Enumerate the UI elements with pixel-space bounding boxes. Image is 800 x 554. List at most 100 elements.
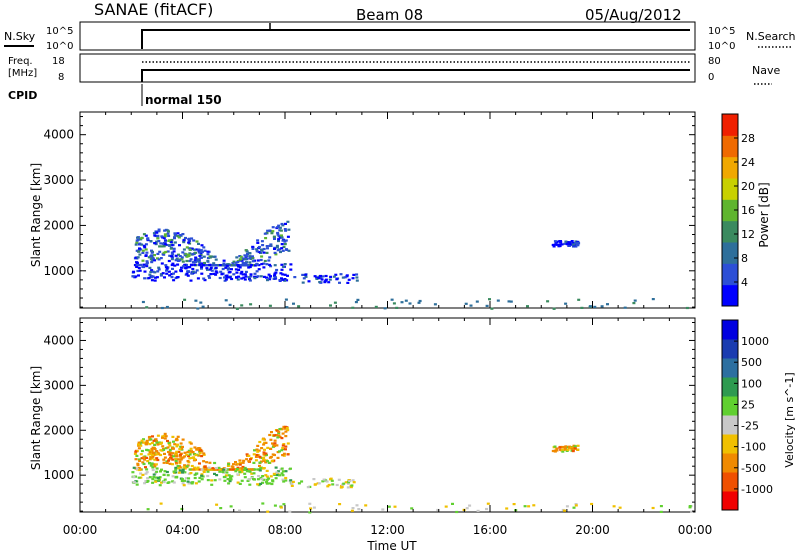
echo-cell [356, 298, 360, 301]
colorbar-tick-label: -1000 [741, 483, 773, 496]
echo-cell [488, 298, 491, 301]
echo-cell [564, 302, 568, 305]
echo-cell [196, 307, 200, 310]
echo-cell [262, 443, 266, 446]
echo-cell [136, 462, 140, 465]
colorbar-tick-label: 24 [741, 156, 755, 169]
echo-cell [261, 502, 265, 505]
echo-cell [168, 244, 172, 247]
echo-cell [244, 468, 248, 471]
echo-cell [455, 510, 459, 514]
cpid-row: CPID normal 150 [8, 84, 222, 107]
echo-cell [259, 275, 263, 278]
echo-cell [254, 455, 258, 458]
echo-cell [381, 508, 385, 511]
echo-cell [273, 444, 276, 448]
echo-cell [194, 271, 197, 274]
echo-cell [243, 466, 247, 470]
echo-cell [211, 467, 215, 470]
echo-cell [207, 468, 211, 471]
echo-cell [195, 269, 199, 272]
echo-cell [210, 264, 214, 267]
x-tick-label: 16:00 [473, 523, 508, 537]
echo-cell [132, 270, 136, 273]
echo-cell [191, 267, 195, 271]
echo-cell [283, 263, 287, 266]
echo-cell [203, 261, 206, 265]
echo-cell [276, 436, 280, 439]
echo-cell [239, 258, 243, 261]
echo-cell [153, 234, 157, 237]
echo-cell [138, 468, 142, 472]
echo-cell [286, 235, 290, 238]
echo-cell [141, 473, 145, 476]
echo-cell [688, 505, 692, 508]
echo-cell [400, 301, 404, 304]
echo-cell [200, 244, 204, 247]
echo-cell [135, 483, 139, 486]
echo-cell [172, 272, 175, 275]
echo-cell [153, 259, 157, 262]
velocity-colorbar-label: Velocity [m s^-1] [783, 372, 796, 467]
echo-cell [317, 276, 321, 280]
echo-cell [282, 503, 286, 506]
echo-cell [145, 441, 148, 444]
echo-cell [267, 477, 271, 480]
colorbar-segment [722, 434, 738, 454]
echo-cell [265, 276, 268, 279]
echo-cell [176, 263, 180, 266]
echo-cell [207, 275, 211, 278]
echo-cell [228, 303, 232, 306]
echo-cell [206, 250, 210, 253]
echo-cell [146, 238, 150, 241]
echo-cell [269, 447, 273, 450]
echo-cell [192, 239, 196, 242]
echo-cell [243, 468, 247, 471]
echo-cell [281, 444, 285, 447]
echo-cell [181, 471, 184, 474]
echo-cell [140, 449, 144, 453]
echo-cell [468, 504, 472, 507]
echo-cell [281, 239, 285, 242]
echo-cell [166, 474, 170, 477]
echo-cell [264, 237, 268, 240]
echo-cell [155, 457, 159, 460]
echo-cell [224, 299, 228, 302]
echo-cell [177, 467, 181, 470]
echo-cell [555, 447, 559, 450]
echo-cell [134, 450, 138, 453]
echo-cell [175, 276, 179, 279]
echo-cell [188, 457, 192, 460]
echo-cell [364, 504, 368, 507]
echo-cell [201, 264, 205, 267]
echo-cell [181, 265, 185, 268]
echo-cell [145, 261, 149, 264]
echo-cell [136, 264, 139, 267]
echo-cell [200, 265, 204, 268]
echo-cell [156, 257, 159, 260]
echo-cell [191, 261, 195, 264]
echo-cell [251, 260, 255, 263]
echo-cell [243, 278, 247, 281]
echo-cell [160, 235, 164, 238]
echo-cell [199, 449, 203, 452]
echo-cell [206, 259, 210, 262]
echo-cell [148, 458, 152, 461]
echo-cell [160, 468, 163, 471]
echo-cell [134, 256, 138, 259]
echo-cell [158, 245, 162, 248]
velocity-axes: 1000 2000 3000 4000 [43, 318, 696, 512]
echo-cell [213, 472, 216, 475]
echo-cell [280, 236, 284, 239]
echo-cell [134, 475, 138, 478]
echo-cell [282, 245, 286, 248]
echo-cell [236, 278, 240, 281]
echo-cell [251, 257, 255, 260]
echo-cell [561, 450, 565, 453]
echo-cell [343, 276, 347, 279]
echo-cell [546, 300, 550, 303]
echo-cell [221, 267, 225, 271]
echo-cell [243, 254, 247, 257]
echo-cell [278, 428, 282, 431]
echo-cell [564, 445, 568, 448]
